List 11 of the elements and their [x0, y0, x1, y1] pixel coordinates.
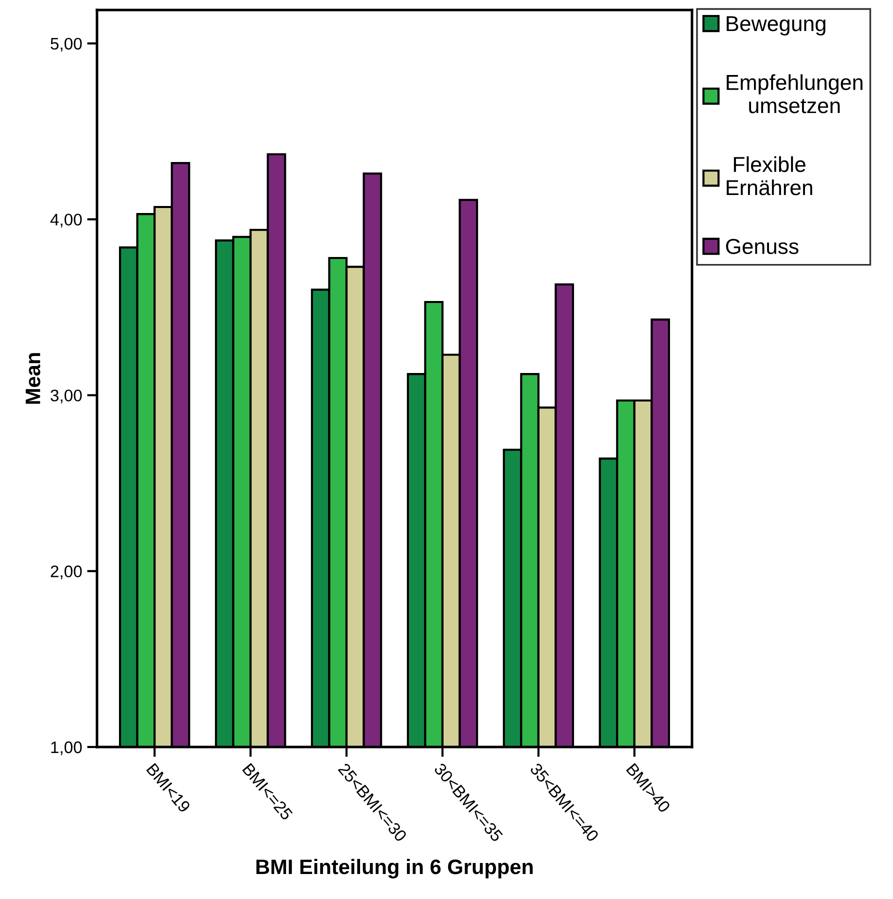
y-tick-label: 1,00 [51, 741, 82, 756]
y-tick-label: 3,00 [50, 390, 82, 404]
y-axis-title: Mean [26, 353, 40, 404]
y-tick-label: 5,00 [50, 38, 82, 52]
legend-label: Empfehlungen umsetzen [726, 74, 862, 114]
y-tick-label: 4,00 [50, 214, 82, 228]
legend-label: Flexible Ernähren [726, 156, 812, 196]
x-axis-title: BMI Einteilung in 6 Gruppen [256, 858, 533, 878]
legend-label: Bewegung [726, 16, 826, 36]
legend-label: Genuss [726, 238, 798, 254]
y-tick-label: 2,00 [50, 566, 82, 580]
